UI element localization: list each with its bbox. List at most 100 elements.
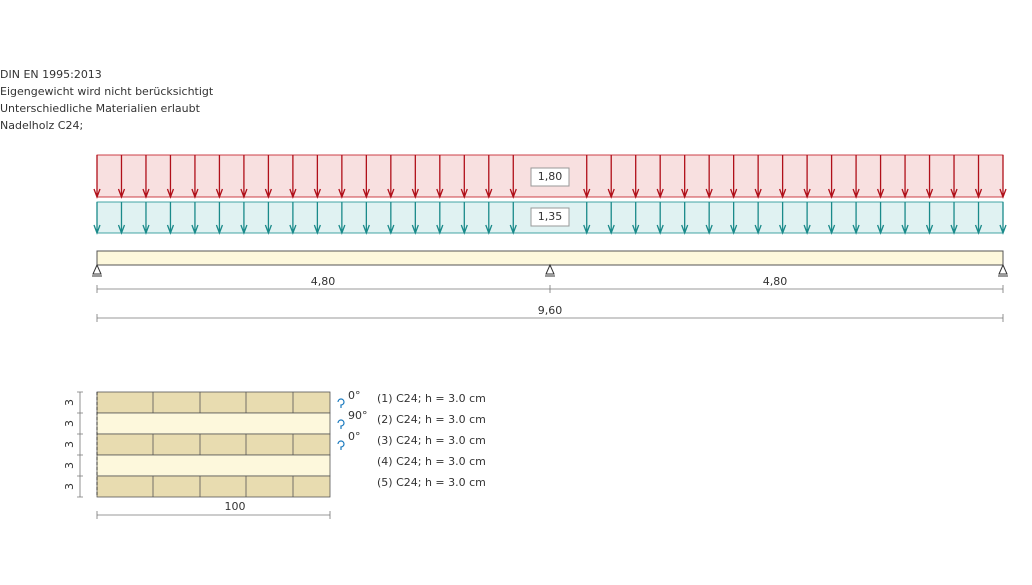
- arrow: [803, 155, 811, 199]
- arrow: [974, 202, 983, 235]
- arrow: [852, 155, 860, 199]
- arrow: [362, 202, 370, 235]
- arrow: [93, 155, 101, 199]
- arrow: [681, 202, 689, 235]
- arrow: [607, 155, 615, 199]
- arrow: [240, 202, 248, 235]
- arrow: [485, 155, 493, 199]
- arrow: [289, 202, 297, 235]
- arrow: [705, 155, 713, 199]
- arrow: [142, 155, 150, 199]
- arrow: [411, 155, 419, 199]
- arrow: [264, 155, 273, 199]
- arrow: [999, 202, 1007, 235]
- dimension-lines: [96, 285, 1004, 322]
- arrow: [460, 155, 468, 199]
- arrow: [705, 202, 713, 235]
- arrow: [338, 202, 346, 235]
- arrow: [436, 155, 444, 199]
- thickness-label: 3: [63, 399, 76, 406]
- arrow: [607, 202, 615, 235]
- width-label: 100: [225, 500, 246, 513]
- arrow: [901, 155, 909, 199]
- arrow: [460, 202, 468, 235]
- arrow: [754, 155, 762, 199]
- layer: [96, 391, 331, 414]
- orientation-label: 0°: [348, 389, 361, 402]
- arrow: [191, 202, 199, 235]
- arrow: [779, 202, 787, 235]
- arrow: [730, 202, 738, 235]
- arrow: [632, 202, 640, 235]
- dimension-lines: [77, 391, 331, 519]
- arrow: [362, 155, 370, 199]
- arrow: [387, 155, 395, 199]
- arrow: [166, 155, 175, 199]
- label-box: [530, 167, 570, 187]
- arrow: [117, 202, 126, 235]
- orientation-label: 90°: [348, 409, 368, 422]
- arrow: [289, 155, 297, 199]
- header-line: DIN EN 1995:2013: [0, 68, 102, 81]
- layer: [96, 433, 331, 456]
- thickness-label: 3: [63, 420, 76, 427]
- total-label: 9,60: [538, 304, 563, 317]
- arrow: [436, 202, 444, 235]
- arrow: [509, 202, 517, 235]
- arrow: [485, 202, 493, 235]
- arrow: [313, 202, 321, 235]
- cross-section: (1) C24; h = 3.0 cm 3 (2) C24; h = 3.0 cm 3…: [63, 391, 486, 498]
- arrow: [191, 155, 199, 199]
- header-line: Eigengewicht wird nicht berücksichtigt: [0, 85, 214, 98]
- span-label: 4,80: [311, 275, 336, 288]
- layer-label: (4) C24; h = 3.0 cm: [377, 455, 486, 468]
- arrow: [411, 202, 419, 235]
- arrow: [166, 202, 175, 235]
- arrow: [632, 155, 640, 199]
- arrow: [338, 155, 346, 199]
- arrow: [950, 202, 958, 235]
- layer-label: (5) C24; h = 3.0 cm: [377, 476, 486, 489]
- arrow: [387, 202, 395, 235]
- arrow: [779, 155, 787, 199]
- arrow: [876, 155, 885, 199]
- thickness-label: 3: [63, 441, 76, 448]
- load-label: 1,35: [538, 210, 563, 223]
- span-label: 4,80: [763, 275, 788, 288]
- load-label: 1,80: [538, 170, 563, 183]
- arrow: [509, 155, 517, 199]
- thickness-label: 3: [63, 483, 76, 490]
- arrow: [656, 202, 664, 235]
- layer: [96, 475, 331, 498]
- arrow: [264, 202, 273, 235]
- arrow: [117, 155, 126, 199]
- layer: [96, 454, 331, 477]
- header-line: Nadelholz C24;: [0, 119, 83, 132]
- supports: [92, 263, 1008, 277]
- orientation-icons: [337, 398, 345, 450]
- arrow: [656, 155, 664, 199]
- arrow: [974, 155, 983, 199]
- arrow: [827, 155, 836, 199]
- arrow: [925, 155, 934, 199]
- arrow: [681, 155, 689, 199]
- arrow: [313, 155, 321, 199]
- arrow: [142, 202, 150, 235]
- arrow: [583, 202, 591, 235]
- arrow: [215, 202, 224, 235]
- layer-label: (3) C24; h = 3.0 cm: [377, 434, 486, 447]
- arrow: [240, 155, 248, 199]
- orientation-label: 0°: [348, 430, 361, 443]
- arrow: [852, 202, 860, 235]
- arrow: [999, 155, 1007, 199]
- header-line: Unterschiedliche Materialien erlaubt: [0, 102, 201, 115]
- arrow: [215, 155, 224, 199]
- arrow: [950, 155, 958, 199]
- layer-label: (1) C24; h = 3.0 cm: [377, 392, 486, 405]
- arrow: [754, 202, 762, 235]
- arrow: [93, 202, 101, 235]
- arrow: [925, 202, 934, 235]
- thickness-label: 3: [63, 462, 76, 469]
